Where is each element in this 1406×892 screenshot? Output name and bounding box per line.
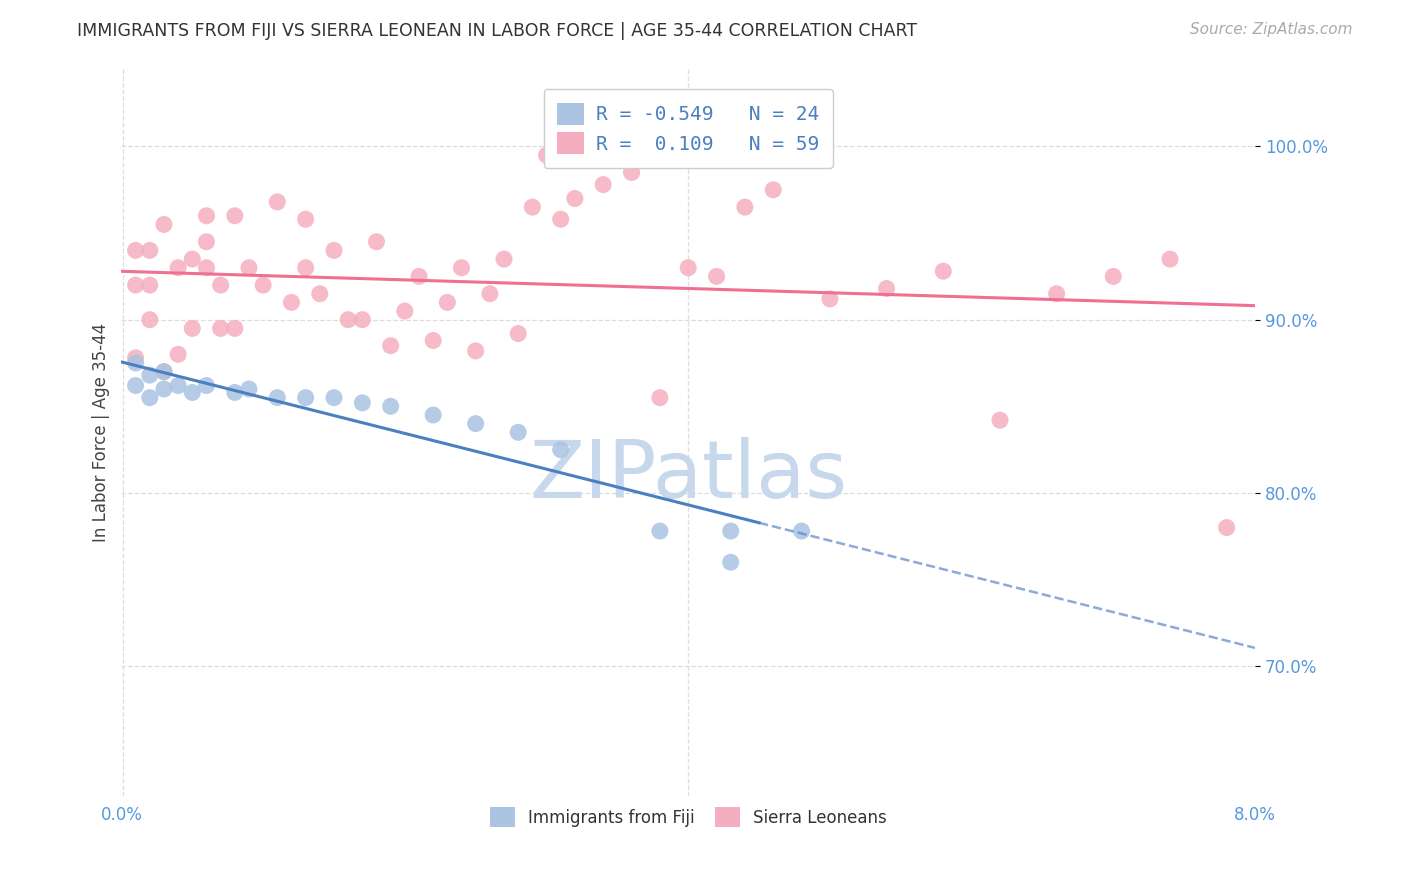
Point: [394, 304, 416, 318]
Point: [762, 183, 785, 197]
Point: [167, 347, 190, 361]
Point: [408, 269, 430, 284]
Point: [252, 278, 274, 293]
Point: [436, 295, 458, 310]
Point: [422, 334, 444, 348]
Point: [209, 321, 232, 335]
Point: [167, 260, 190, 275]
Point: [124, 278, 146, 293]
Point: [720, 555, 742, 569]
Point: [352, 312, 374, 326]
Point: [464, 417, 486, 431]
Point: [124, 351, 146, 365]
Text: Source: ZipAtlas.com: Source: ZipAtlas.com: [1189, 22, 1353, 37]
Point: [294, 212, 316, 227]
Point: [153, 365, 176, 379]
Point: [932, 264, 955, 278]
Point: [1046, 286, 1069, 301]
Point: [337, 312, 360, 326]
Point: [648, 391, 671, 405]
Point: [536, 148, 558, 162]
Point: [734, 200, 756, 214]
Point: [422, 408, 444, 422]
Point: [790, 524, 813, 538]
Point: [181, 321, 204, 335]
Point: [352, 396, 374, 410]
Point: [139, 368, 162, 383]
Point: [464, 343, 486, 358]
Point: [876, 281, 898, 295]
Point: [450, 260, 472, 275]
Point: [280, 295, 302, 310]
Point: [323, 244, 346, 258]
Point: [153, 382, 176, 396]
Point: [139, 312, 162, 326]
Text: IMMIGRANTS FROM FIJI VS SIERRA LEONEAN IN LABOR FORCE | AGE 35-44 CORRELATION CH: IMMIGRANTS FROM FIJI VS SIERRA LEONEAN I…: [77, 22, 918, 40]
Point: [492, 252, 515, 266]
Point: [238, 382, 260, 396]
Point: [508, 425, 530, 440]
Point: [195, 235, 218, 249]
Point: [181, 385, 204, 400]
Point: [1215, 520, 1237, 534]
Point: [167, 378, 190, 392]
Point: [988, 413, 1011, 427]
Point: [195, 209, 218, 223]
Text: ZIPatlas: ZIPatlas: [529, 437, 848, 515]
Point: [550, 212, 572, 227]
Point: [195, 378, 218, 392]
Point: [706, 269, 728, 284]
Point: [720, 524, 742, 538]
Point: [564, 191, 586, 205]
Point: [323, 391, 346, 405]
Point: [195, 260, 218, 275]
Point: [592, 178, 614, 192]
Point: [209, 278, 232, 293]
Point: [294, 391, 316, 405]
Point: [139, 244, 162, 258]
Point: [266, 194, 288, 209]
Point: [124, 244, 146, 258]
Point: [1102, 269, 1125, 284]
Point: [308, 286, 330, 301]
Point: [124, 356, 146, 370]
Y-axis label: In Labor Force | Age 35-44: In Labor Force | Age 35-44: [93, 323, 110, 541]
Point: [366, 235, 388, 249]
Point: [508, 326, 530, 341]
Point: [238, 260, 260, 275]
Point: [648, 524, 671, 538]
Point: [139, 391, 162, 405]
Point: [224, 209, 246, 223]
Point: [620, 165, 643, 179]
Point: [522, 200, 544, 214]
Point: [380, 339, 402, 353]
Point: [153, 365, 176, 379]
Point: [478, 286, 501, 301]
Point: [1159, 252, 1181, 266]
Point: [550, 442, 572, 457]
Point: [224, 321, 246, 335]
Point: [266, 391, 288, 405]
Point: [294, 260, 316, 275]
Legend: Immigrants from Fiji, Sierra Leoneans: Immigrants from Fiji, Sierra Leoneans: [481, 799, 896, 835]
Point: [818, 292, 841, 306]
Point: [139, 278, 162, 293]
Point: [153, 218, 176, 232]
Point: [380, 400, 402, 414]
Point: [124, 378, 146, 392]
Point: [676, 260, 699, 275]
Point: [181, 252, 204, 266]
Point: [224, 385, 246, 400]
